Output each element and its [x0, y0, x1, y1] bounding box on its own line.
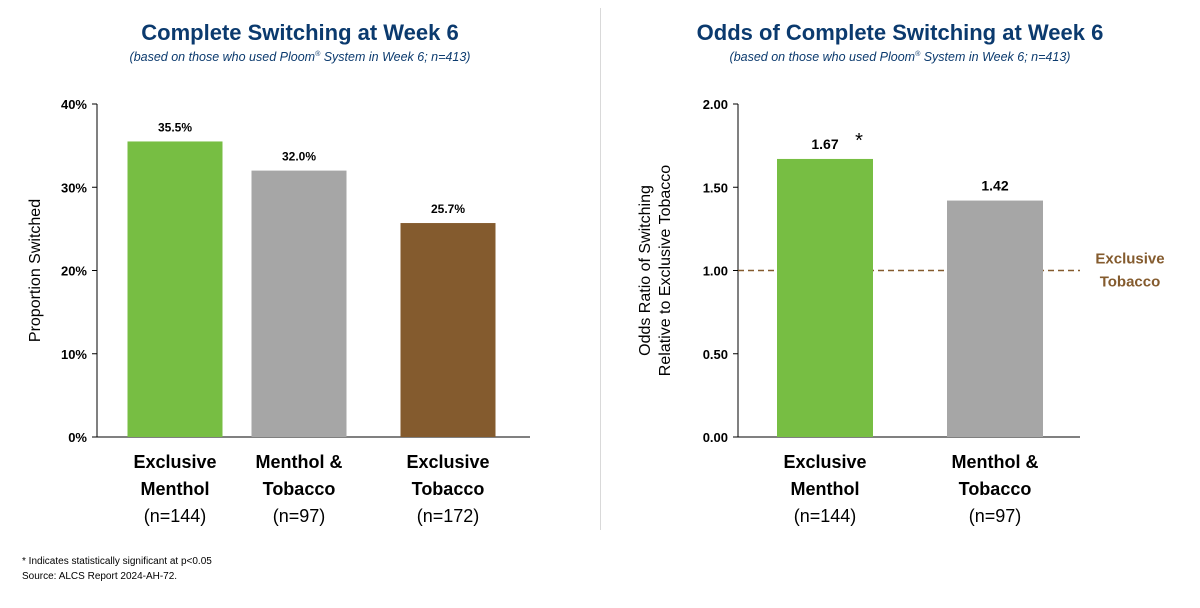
category-label: Tobacco	[412, 479, 485, 499]
category-label: Menthol &	[952, 452, 1039, 472]
y-tick-label: 1.50	[703, 180, 728, 195]
left-chart-subtitle: (based on those who used Ploom® System i…	[0, 50, 600, 64]
data-label: 1.42	[981, 178, 1008, 194]
data-label: 35.5%	[158, 120, 192, 134]
data-label: 1.67	[811, 136, 838, 152]
left-chart-title: Complete Switching at Week 6	[141, 20, 459, 45]
bar	[127, 141, 223, 437]
data-label: 25.7%	[431, 202, 465, 216]
category-label: (n=144)	[144, 506, 207, 526]
bar	[947, 200, 1043, 437]
data-label: 32.0%	[282, 150, 316, 164]
reference-line-label: Exclusive	[1095, 251, 1164, 268]
category-label: (n=144)	[794, 506, 857, 526]
panel-divider	[600, 8, 601, 530]
y-axis-label: Proportion Switched	[27, 199, 44, 342]
category-label: Exclusive	[133, 452, 216, 472]
category-label: (n=172)	[417, 506, 480, 526]
y-tick-label: 0.00	[703, 430, 728, 445]
category-label: Menthol &	[256, 452, 343, 472]
y-tick-label: 1.00	[703, 264, 728, 279]
y-tick-label: 2.00	[703, 97, 728, 112]
y-axis-label: Relative to Exclusive Tobacco	[657, 165, 674, 376]
subtitle-text: (based on those who used Ploom	[129, 50, 316, 64]
significance-marker: *	[855, 130, 863, 152]
category-label: Tobacco	[263, 479, 336, 499]
significance-footnote: * Indicates statistically significant at…	[22, 556, 212, 567]
subtitle-text: System in Week 6; n=413)	[320, 50, 471, 64]
subtitle-text: (based on those who used Ploom	[729, 50, 916, 64]
category-label: Tobacco	[959, 479, 1032, 499]
bar	[251, 170, 347, 437]
category-label: Exclusive	[406, 452, 489, 472]
category-label: Menthol	[791, 479, 860, 499]
right-chart-subtitle: (based on those who used Ploom® System i…	[600, 50, 1200, 64]
category-label: (n=97)	[273, 506, 326, 526]
category-label: Menthol	[141, 479, 210, 499]
y-tick-label: 10%	[61, 347, 87, 362]
y-tick-label: 20%	[61, 264, 87, 279]
source-footnote: Source: ALCS Report 2024-AH-72.	[22, 571, 178, 582]
category-label: (n=97)	[969, 506, 1022, 526]
bar	[777, 158, 873, 437]
y-tick-label: 40%	[61, 97, 87, 112]
right-chart-title: Odds of Complete Switching at Week 6	[696, 20, 1104, 45]
category-label: Exclusive	[783, 452, 866, 472]
bar	[400, 223, 496, 437]
y-tick-label: 0.50	[703, 347, 728, 362]
y-tick-label: 30%	[61, 180, 87, 195]
registered-mark: ®	[315, 50, 321, 58]
y-tick-label: 0%	[68, 430, 87, 445]
reference-line-label: Tobacco	[1100, 274, 1161, 291]
y-axis-label: Odds Ratio of Switching	[637, 185, 654, 356]
subtitle-text: System in Week 6; n=413)	[920, 50, 1071, 64]
registered-mark: ®	[915, 50, 921, 58]
